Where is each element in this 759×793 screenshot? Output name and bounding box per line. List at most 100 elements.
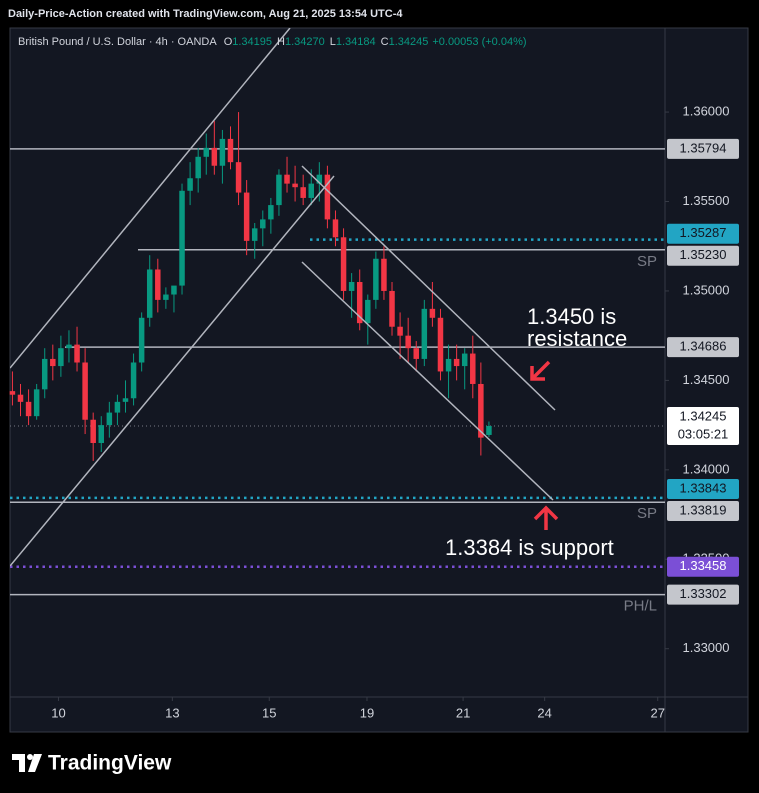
x-tick-label: 21	[456, 705, 470, 720]
candle-body	[25, 401, 32, 417]
price-label: 1.33302	[667, 584, 739, 605]
y-tick-label: 1.33000	[683, 640, 730, 655]
candle-body	[138, 317, 145, 363]
candle-body	[453, 358, 460, 367]
logo-mark	[12, 754, 25, 772]
x-tick-label: 15	[262, 705, 276, 720]
trend-line	[10, 175, 335, 567]
candle-body	[276, 174, 282, 206]
candle-body	[284, 174, 290, 184]
candle-body	[300, 187, 306, 198]
candle-body	[187, 178, 193, 191]
level-tag: SP	[637, 505, 657, 522]
level-tag: SP	[637, 253, 657, 270]
price-label-box	[667, 223, 739, 244]
symbol: British Pound / U.S. Dollar · 4h · OANDA	[18, 36, 217, 48]
x-tick-label: 24	[537, 705, 551, 720]
change: +0.00053 (+0.04%)	[432, 36, 526, 48]
candle-body	[171, 285, 177, 295]
candle-body	[389, 290, 395, 327]
x-tick-label: 13	[165, 705, 179, 720]
ohlc-key: O	[224, 36, 233, 48]
candle-body	[106, 412, 113, 426]
candle-body	[381, 258, 387, 291]
arrow	[533, 505, 559, 530]
candle-body	[163, 294, 169, 300]
candle-body	[429, 308, 436, 318]
ohlc-key: C	[381, 36, 389, 48]
price-label: 1.34245 03:05:21	[667, 407, 739, 446]
candle-body	[227, 138, 234, 163]
candle-body	[130, 362, 137, 399]
candle-body	[478, 383, 484, 438]
candle-body	[146, 269, 153, 318]
candle-body	[405, 335, 411, 349]
annotation: 1.3450 is	[527, 304, 616, 329]
ohlc-value: 1.34184	[336, 36, 376, 48]
candle-body	[324, 174, 331, 220]
candle-body	[421, 308, 428, 359]
candle-body	[308, 183, 314, 198]
candle-body	[413, 348, 419, 359]
ohlc-value: 1.34270	[285, 36, 325, 48]
chart-panel	[9, 27, 749, 733]
candle-body	[122, 398, 129, 402]
candle-body	[211, 147, 218, 166]
candle-body	[33, 389, 40, 417]
brand: TradingView	[48, 752, 172, 775]
trend-line	[301, 165, 556, 411]
price-label-box	[667, 501, 739, 522]
ohlc-value: 1.34245	[389, 36, 429, 48]
candle-body	[90, 419, 96, 443]
candle-body	[195, 156, 201, 179]
candle-body	[82, 362, 88, 420]
price-label-box	[667, 479, 739, 500]
price-label: 1.35794	[667, 138, 739, 159]
candle-body	[356, 282, 363, 324]
brand-logo: TradingView	[12, 752, 172, 775]
trend-line	[10, 28, 291, 369]
candle-body	[373, 258, 379, 300]
candle-body	[365, 299, 371, 324]
candle-body	[348, 282, 355, 291]
candle-body	[41, 358, 48, 390]
arrow	[530, 360, 551, 381]
plot: SP SP PH/L	[9, 112, 665, 615]
price-label-text: 1.33302	[680, 586, 727, 601]
candle-body	[486, 426, 492, 435]
candle-body	[9, 391, 16, 395]
candle-body	[470, 353, 476, 384]
candle-body	[235, 162, 242, 193]
candle-body	[251, 228, 258, 241]
ohlc-value: 1.34195	[232, 36, 272, 48]
logo-mark	[27, 754, 33, 760]
y-tick-label: 1.34000	[683, 461, 730, 476]
candle-body	[203, 147, 210, 157]
candle-body	[268, 205, 274, 220]
price-label-text: 1.34686	[680, 339, 727, 354]
legend: British Pound / U.S. Dollar · 4h · OANDA…	[18, 36, 527, 48]
x-tick-label: 19	[360, 705, 374, 720]
price-label-text: 1.35287	[680, 225, 727, 240]
price-label: 1.34686	[667, 337, 739, 358]
price-label: 1.33819	[667, 501, 739, 522]
candle-body	[66, 344, 72, 349]
candle-body	[243, 192, 250, 241]
countdown: 03:05:21	[678, 426, 729, 441]
candle-body	[332, 219, 339, 238]
overlay: 1.3450 is resistance 1.3384 is support	[10, 28, 627, 567]
y-tick-label: 1.36000	[683, 104, 730, 119]
level-tag: PH/L	[624, 598, 657, 615]
candle-body	[437, 317, 444, 372]
annotation: 1.3384 is support	[445, 535, 614, 560]
price-label-box	[667, 556, 739, 577]
y-tick-label: 1.35000	[683, 282, 730, 297]
price-label-text: 1.33843	[680, 480, 727, 495]
y-tick-label: 1.34500	[683, 372, 730, 387]
price-label-box	[667, 407, 739, 446]
trend-lines	[10, 28, 556, 567]
candle-body	[155, 269, 161, 300]
candle-body	[340, 237, 347, 291]
